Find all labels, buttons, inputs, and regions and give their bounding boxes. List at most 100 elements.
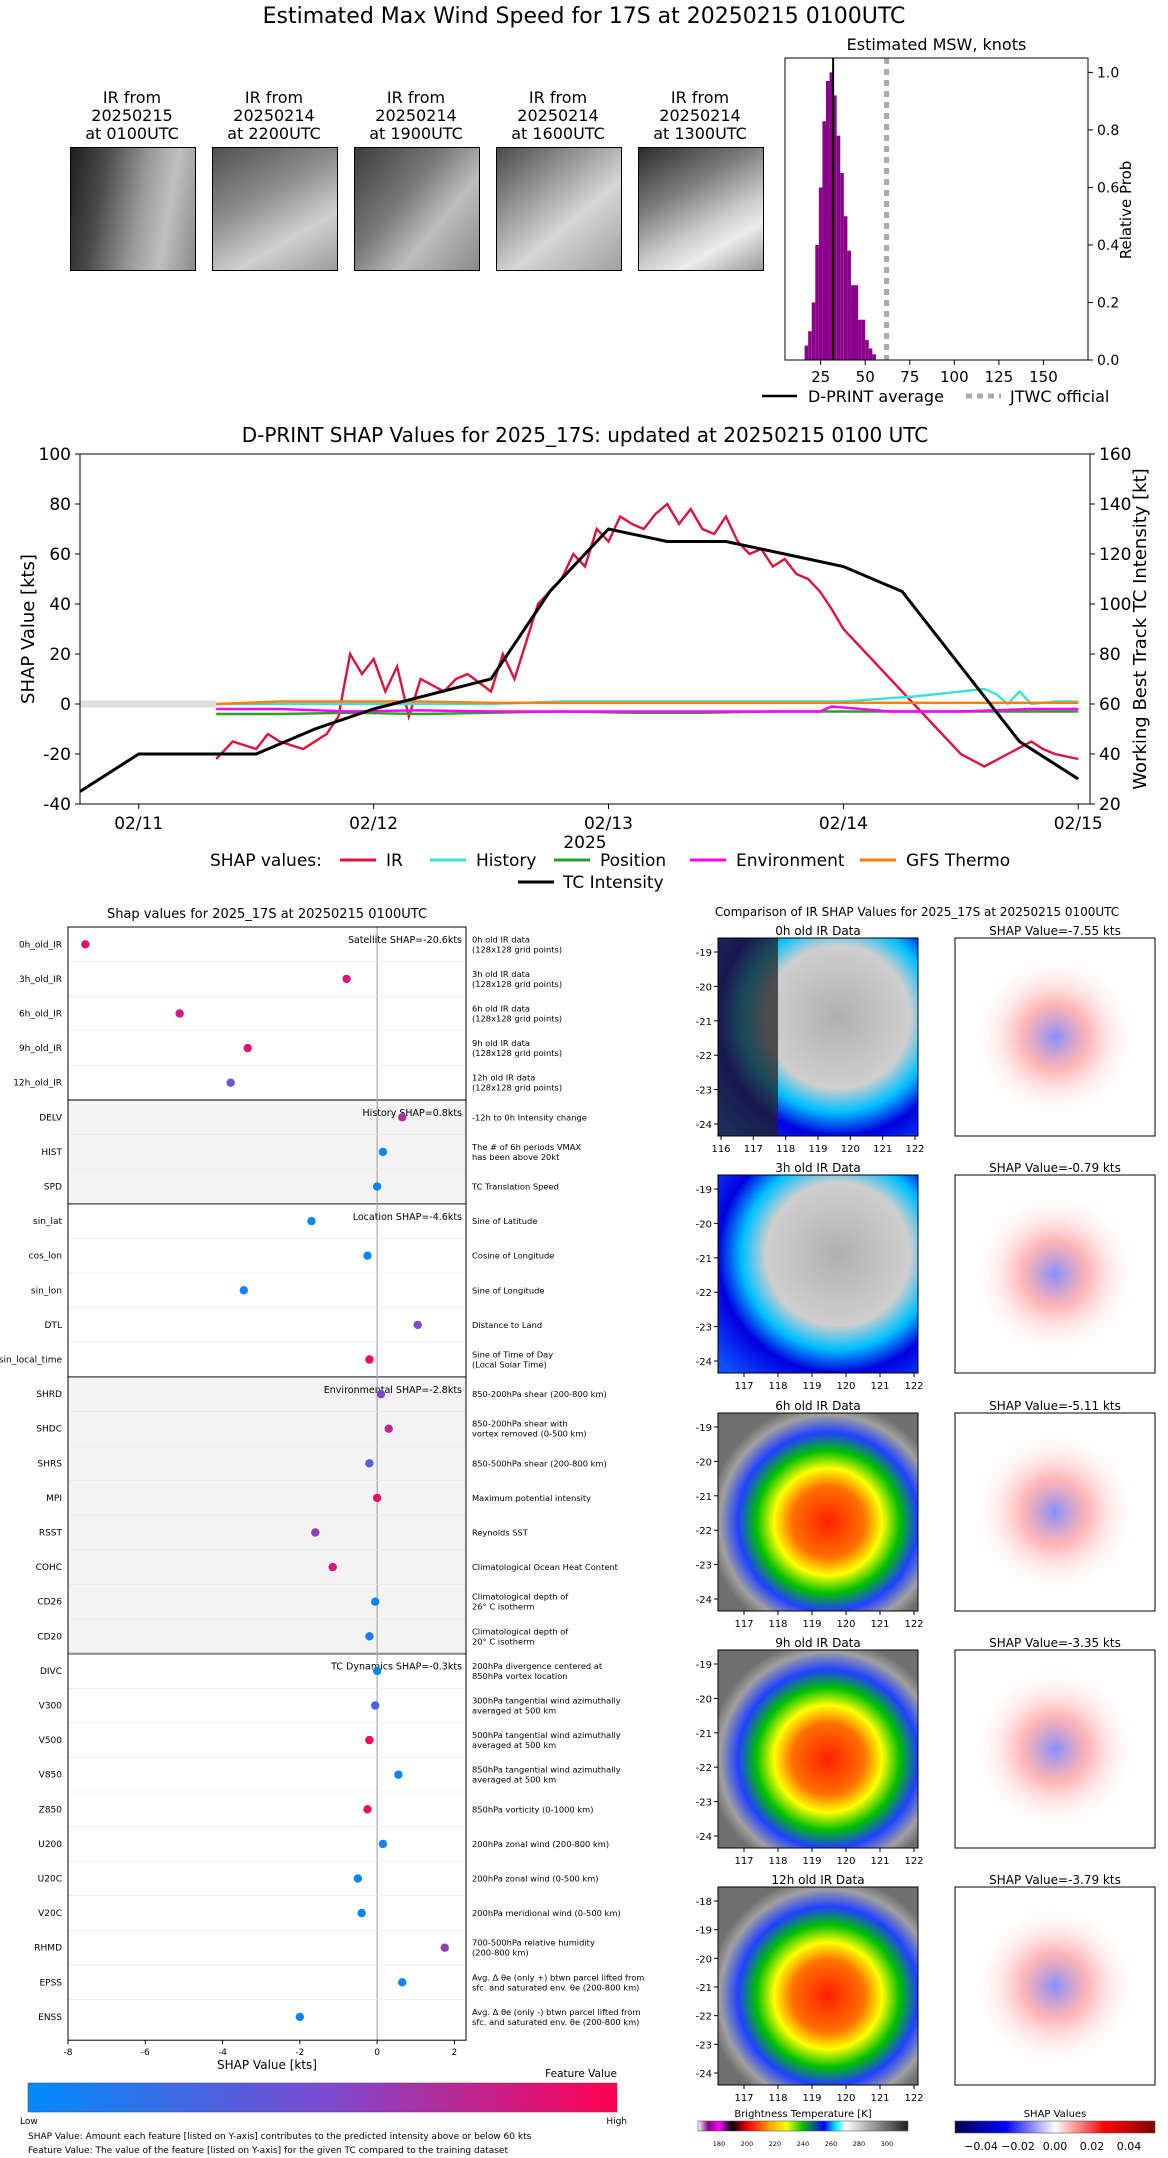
group-shap-label: Satellite SHAP=-20.6kts — [348, 935, 462, 946]
ir-x-tick-label: 121 — [870, 1856, 889, 1867]
ir-x-tick-label: 119 — [802, 1856, 821, 1867]
ir-y-tick-label: -19 — [696, 1660, 712, 1671]
msw-y-tick-label: 0.4 — [1097, 238, 1119, 254]
intensity-y-axis-label: Working Best Track TC Intensity [kt] — [1130, 468, 1151, 789]
msw-x-tick-label: 75 — [900, 368, 919, 386]
ir-x-tick-label: 119 — [802, 1381, 821, 1392]
shap-point — [365, 1355, 374, 1364]
ir-x-tick-label: 118 — [768, 1856, 787, 1867]
feature-description: vortex removed (0-500 km) — [472, 1429, 587, 1439]
feature-description: Maximum potential intensity — [472, 1493, 591, 1503]
shap-x-tick-label: 02/11 — [114, 814, 163, 834]
feature-name: 12h_old_IR — [13, 1079, 62, 1089]
msw-y-tick-label: 0.0 — [1097, 353, 1119, 369]
colorbar-title: Feature Value — [545, 2068, 617, 2080]
feature-name: SHRS — [38, 1459, 63, 1469]
feature-description: Climatological Ocean Heat Content — [472, 1562, 619, 1572]
group-shap-label: TC Dynamics SHAP=-0.3kts — [330, 1662, 462, 1673]
ir-thumb-caption: IR from 20250214 at 1900UTC — [346, 89, 486, 143]
feature-description: (200-800 km) — [472, 1948, 529, 1958]
feature-description: Avg. Δ θe (only -) btwn parcel lifted fr… — [472, 2007, 640, 2017]
shap-point — [372, 1182, 382, 1191]
feature-name: 6h_old_IR — [19, 1010, 62, 1020]
ir-y-tick-label: -24 — [696, 1357, 712, 1368]
feature-name: sin_lon — [31, 1286, 62, 1296]
ir-y-tick-label: -20 — [696, 1219, 712, 1230]
feature-description: The # of 6h periods VMAX — [471, 1142, 581, 1152]
feature-description: (128x128 grid points) — [472, 1048, 562, 1058]
shap-panel-title: SHAP Value=-3.79 kts — [989, 1873, 1121, 1887]
msw-histogram-bar — [822, 121, 826, 361]
shap-colorbar-tick-label: 0.02 — [1080, 2140, 1105, 2153]
feature-description: Sine of Time of Day — [472, 1350, 553, 1360]
shap-point — [175, 1009, 184, 1018]
ir-panel-frame — [717, 1649, 919, 1849]
legend-jtwc-label: JTWC official — [1009, 387, 1109, 406]
ir-x-tick-label: 120 — [836, 1381, 855, 1392]
ir-y-tick-label: -20 — [696, 1694, 712, 1705]
main-title: Estimated Max Wind Speed for 17S at 2025… — [262, 4, 906, 29]
beeswarm-title: Shap values for 2025_17S at 20250215 010… — [107, 907, 427, 922]
shap-y-tick-label: 80 — [49, 495, 71, 515]
shap-point — [365, 1459, 374, 1468]
feature-name: U20C — [38, 1875, 62, 1885]
feature-description: Sine of Longitude — [472, 1285, 544, 1295]
msw-histogram-bar — [840, 173, 844, 360]
shap-y-tick-label: 100 — [39, 445, 71, 465]
intensity-y-tick-label: 140 — [1099, 495, 1131, 515]
ir-y-tick-label: -24 — [696, 1120, 712, 1131]
ir-x-tick-label: 122 — [904, 1619, 923, 1630]
feature-description: -12h to 0h Intensity change — [472, 1112, 587, 1122]
shap-colorbar-tick-label: −0.04 — [964, 2140, 998, 2153]
msw-histogram-bar — [818, 187, 823, 360]
ir-x-tick-label: 121 — [870, 2093, 889, 2104]
msw-plot-frame — [784, 57, 1089, 361]
feature-description: 850-200hPa shear with — [472, 1419, 568, 1429]
legend-label: History — [476, 851, 536, 871]
ir-panel-title: 3h old IR Data — [775, 1161, 861, 1175]
shap-point — [365, 1735, 374, 1745]
feature-name: RHMD — [34, 1944, 62, 1954]
shap-point — [370, 1701, 380, 1710]
feature-description: TC Translation Speed — [471, 1182, 559, 1192]
legend-label: TC Intensity — [562, 873, 664, 893]
feature-description: 200hPa zonal wind (200-800 km) — [472, 1839, 609, 1849]
shap-point — [328, 1562, 337, 1572]
ir-x-tick-label: 118 — [776, 1144, 795, 1155]
feature-name: SHRD — [36, 1390, 62, 1400]
beeswarm-x-tick-label: -8 — [64, 2048, 73, 2058]
feature-description: Distance to Land — [472, 1320, 542, 1330]
ir-y-tick-label: -23 — [696, 1086, 712, 1097]
shap-x-tick-label: 02/15 — [1054, 814, 1103, 834]
legend-label: Environment — [736, 851, 845, 871]
series-line-tc-intensity — [79, 527, 1080, 793]
ir-panel-title: 9h old IR Data — [775, 1636, 861, 1650]
ir-x-tick-label: 121 — [873, 1144, 892, 1155]
feature-description: 9h old IR data — [472, 1038, 530, 1048]
shap-point — [378, 1839, 388, 1849]
shap-attribution-map — [970, 1427, 1140, 1597]
feature-name: V20C — [38, 1909, 62, 1919]
ir-x-tick-label: 122 — [905, 1144, 924, 1155]
ir-x-tick-label: 119 — [808, 1144, 827, 1155]
ir-x-tick-label: 117 — [734, 1856, 753, 1867]
shap-point — [342, 974, 351, 984]
msw-y-tick-label: 0.2 — [1097, 295, 1119, 311]
shap-point — [370, 1597, 380, 1606]
msw-histogram-bar — [833, 95, 837, 360]
shap-attribution-map — [970, 1189, 1140, 1359]
feature-description: 850-500hPa shear (200-800 km) — [472, 1458, 607, 1468]
beeswarm-x-tick-label: -2 — [295, 2048, 304, 2058]
msw-y-axis-label: Relative Prob — [1117, 161, 1135, 260]
ir-thumb-caption-line: at 2200UTC — [227, 124, 321, 143]
ir-y-tick-label: -19 — [696, 948, 712, 959]
ir-thumb-caption-line: 20250214 — [233, 106, 315, 125]
feature-name: sin_local_time — [0, 1356, 62, 1366]
ir-thumbnail-image — [496, 147, 622, 271]
intensity-y-tick-label: 20 — [1099, 795, 1121, 815]
feature-description: 850-200hPa shear (200-800 km) — [472, 1389, 607, 1399]
feature-description: 500hPa tangential wind azimuthally — [472, 1730, 621, 1740]
ir-x-tick-label: 117 — [734, 1619, 753, 1630]
shap-y-tick-label: -20 — [43, 745, 71, 765]
feature-name: sin_lat — [33, 1217, 62, 1227]
